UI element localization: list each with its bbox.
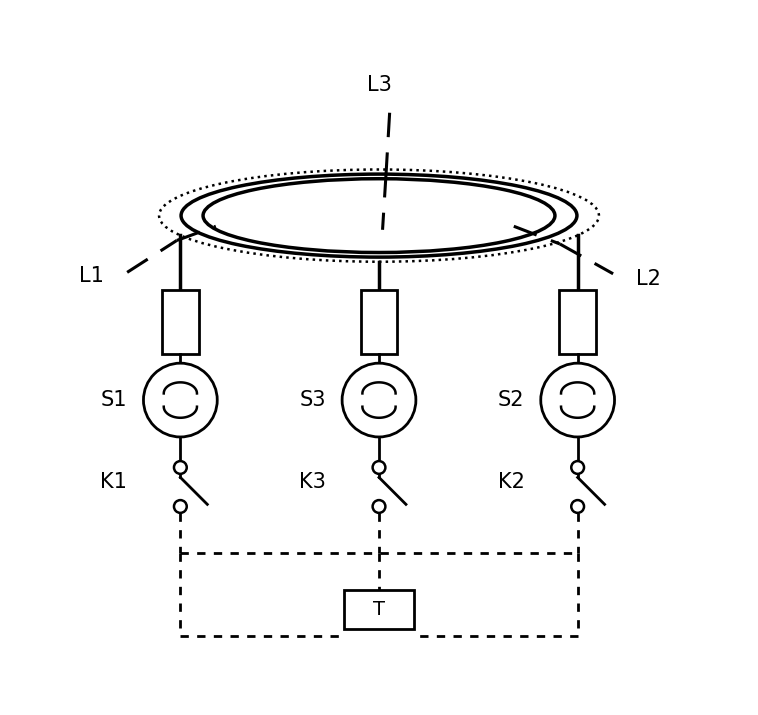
Text: K1: K1: [100, 472, 127, 492]
Circle shape: [174, 500, 186, 513]
Text: S3: S3: [299, 390, 326, 410]
Circle shape: [373, 500, 385, 513]
Circle shape: [572, 461, 584, 474]
Circle shape: [572, 500, 584, 513]
Circle shape: [174, 461, 186, 474]
Circle shape: [143, 363, 218, 437]
Circle shape: [540, 363, 615, 437]
Bar: [162, 290, 199, 354]
Text: K3: K3: [299, 472, 326, 492]
Bar: [559, 290, 596, 354]
Bar: [361, 290, 397, 354]
Text: L3: L3: [367, 75, 391, 95]
Circle shape: [342, 363, 416, 437]
Text: S2: S2: [498, 390, 525, 410]
Circle shape: [373, 461, 385, 474]
Text: L1: L1: [80, 266, 104, 286]
Text: K2: K2: [497, 472, 525, 492]
Text: S1: S1: [101, 390, 127, 410]
Bar: [343, 590, 415, 629]
Text: T: T: [373, 600, 385, 619]
Text: L2: L2: [636, 270, 661, 290]
